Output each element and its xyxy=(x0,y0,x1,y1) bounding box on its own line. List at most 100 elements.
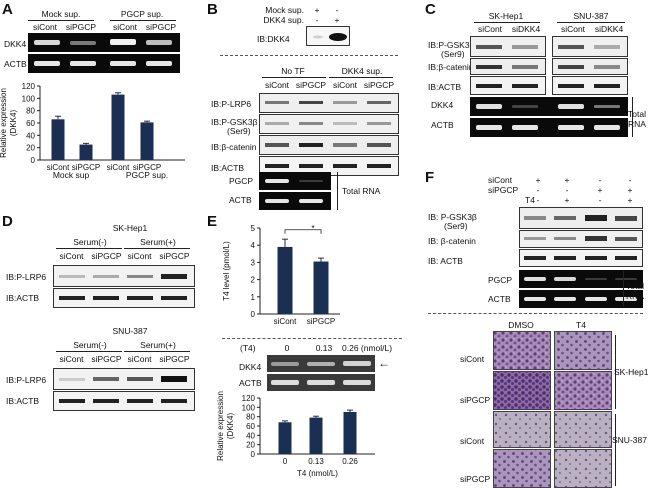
gel-row-label: ACTB xyxy=(488,294,511,304)
gel-image-c xyxy=(470,97,628,137)
sign: + xyxy=(314,5,320,15)
y-tick-label: 3 xyxy=(251,258,256,267)
panel-label-f: F xyxy=(425,169,435,186)
sign: + xyxy=(535,175,541,185)
sign: - xyxy=(536,195,540,205)
lane-label: siDKK4 xyxy=(511,24,541,34)
blot-label: IB:P-GSK3β xyxy=(428,40,475,50)
gel-row-label: DKK4 xyxy=(239,362,262,372)
y-tick-label: 100 xyxy=(242,403,256,412)
gel-row-label: ACTB xyxy=(431,120,454,130)
y-tick-label: 0 xyxy=(251,310,256,319)
panel-label-b: B xyxy=(207,1,218,18)
gel-image-f xyxy=(519,270,643,308)
x-group-label: Mock sup xyxy=(52,170,90,180)
lane-label: siPGCP xyxy=(159,354,190,364)
x-tick-label: siPGCP xyxy=(72,163,100,172)
lane-label: siCont xyxy=(112,22,138,32)
rna-label: Total RNA xyxy=(342,186,381,196)
lane-label: siCont xyxy=(127,354,152,364)
gel-row-label: DKK4 xyxy=(431,100,454,110)
sign: + xyxy=(564,175,570,185)
y-tick-label: 40 xyxy=(26,131,35,140)
row-label: DKK4 sup. xyxy=(263,15,304,25)
sign: - xyxy=(598,175,602,185)
y-tick-label: 20 xyxy=(26,144,35,153)
group-label: Serum(+) xyxy=(140,340,176,350)
rna-label: RNA xyxy=(626,291,644,301)
y-tick-label: 5 xyxy=(251,224,256,233)
y-tick-label: 4 xyxy=(251,241,256,250)
cell-line-label: SNU-387 xyxy=(112,326,148,336)
group-label: Serum(-) xyxy=(73,340,107,350)
y-tick-label: 20 xyxy=(246,441,255,450)
group-label: SK-Hep1 xyxy=(488,11,524,21)
bar xyxy=(313,261,329,314)
sign: - xyxy=(598,195,602,205)
blot-label: IB:P-GSK3β xyxy=(211,117,258,127)
lane-label: siCont xyxy=(127,251,152,261)
sign: + xyxy=(627,185,633,195)
cell-line-label: SK-Hep1 xyxy=(112,223,148,233)
blot-label: IB:ACTB xyxy=(6,396,40,406)
significance-marker: * xyxy=(311,223,315,233)
band-arrow: ← xyxy=(378,356,390,370)
sign: + xyxy=(564,195,570,205)
sign: - xyxy=(536,185,540,195)
micro-row-label: siCont xyxy=(460,354,485,364)
y-tick-label: 100 xyxy=(22,94,36,103)
gel-row-label: PGCP xyxy=(488,275,513,285)
blot-label: IB: β-catenin xyxy=(428,236,476,246)
lane-label: siPGCP xyxy=(159,251,190,261)
y-tick-label: 0 xyxy=(31,156,36,165)
blot-image-d1 xyxy=(53,265,195,308)
bar xyxy=(277,246,293,314)
y-tick-label: 60 xyxy=(26,119,35,128)
blot-label: IB:P-LRP6 xyxy=(6,272,47,282)
micro-row-label: siPGCP xyxy=(460,474,491,484)
gel-row-label: ACTB xyxy=(229,195,252,205)
significance-bracket xyxy=(284,229,322,234)
lane-label: siPGCP xyxy=(91,354,122,364)
panel-label-c: C xyxy=(425,1,436,18)
blot-label: IB: P-GSK3β xyxy=(428,212,477,222)
micro-row-label: siCont xyxy=(460,436,485,446)
x-tick-label: siPGCP xyxy=(307,317,335,326)
lane-label: siPGCP xyxy=(295,80,327,90)
treatment-label: siCont xyxy=(488,175,513,185)
sign: + xyxy=(627,195,633,205)
rna-label: Total xyxy=(626,281,644,291)
row-label: Mock sup. xyxy=(265,5,304,15)
blot-label: (Ser9) xyxy=(444,221,468,231)
x-group-label: PGCP sup. xyxy=(125,170,169,180)
blot-label: IB:ACTB xyxy=(6,293,40,303)
micro-col-label: T4 xyxy=(576,320,586,330)
panel-label-a: A xyxy=(2,1,13,18)
sign: + xyxy=(334,15,340,25)
bar xyxy=(309,417,323,454)
group-label: Serum(+) xyxy=(140,237,176,247)
lane-label: siCont xyxy=(332,80,358,90)
cell-line-label: SNU-387 xyxy=(612,435,647,445)
y-tick-label: 80 xyxy=(26,107,35,116)
y-tick-label: 80 xyxy=(246,413,255,422)
bar xyxy=(111,94,125,160)
group-label: Mock sup. xyxy=(41,9,81,19)
lane-label: siPGCP xyxy=(91,251,122,261)
x-tick-label: 0.13 xyxy=(308,457,324,466)
lane-label: siPGCP xyxy=(65,22,97,32)
y-axis-label: Relative expression(DKK4) xyxy=(0,88,18,158)
x-tick-label: 0 xyxy=(283,457,288,466)
treatment-label: T4 xyxy=(525,195,535,205)
lane-label: siCont xyxy=(32,22,58,32)
group-label: No TF xyxy=(281,66,305,76)
lane-label: siCont xyxy=(59,251,84,261)
t4-dose: 0.26 (nmol/L) xyxy=(342,343,393,353)
group-label: PGCP sup. xyxy=(120,9,164,19)
gel-image-a xyxy=(28,33,180,73)
x-tick-label: 0.26 xyxy=(342,457,358,466)
bar xyxy=(51,119,65,160)
blot-image-b xyxy=(259,93,399,176)
lane-label: siCont xyxy=(264,80,290,90)
chart-a: 0 20 40 60 80 100 120 Relative expression(DKK4)… xyxy=(0,82,185,172)
